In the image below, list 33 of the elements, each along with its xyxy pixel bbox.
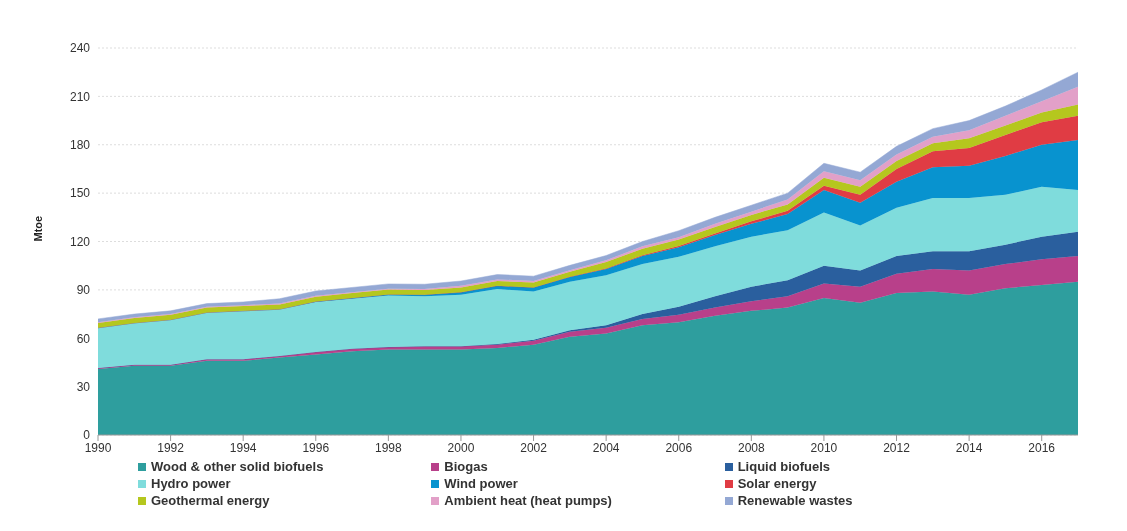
legend-label: Renewable wastes <box>737 493 853 508</box>
legend-label: Hydro power <box>151 476 231 491</box>
x-tick-label: 2012 <box>883 440 911 455</box>
y-tick-label: 210 <box>69 89 91 104</box>
y-tick-label: 0 <box>83 428 91 443</box>
legend-label: Geothermal energy <box>151 493 270 508</box>
y-tick-label: 240 <box>69 41 91 56</box>
legend-label: Liquid biofuels <box>737 459 831 474</box>
x-tick-label: 2008 <box>737 440 765 455</box>
y-axis-title: Mtoe <box>31 215 44 242</box>
x-tick-label: 2000 <box>447 440 475 455</box>
legend-label: Ambient heat (heat pumps) <box>444 493 612 508</box>
x-tick-label: 2002 <box>520 440 548 455</box>
y-tick-label: 90 <box>76 283 91 298</box>
x-tick-label: 2006 <box>665 440 693 455</box>
y-tick-label: 150 <box>69 186 91 201</box>
y-tick-label: 30 <box>76 379 91 394</box>
x-tick-label: 1998 <box>375 440 403 455</box>
x-tick-label: 1994 <box>229 440 257 455</box>
x-tick-label: 2014 <box>955 440 983 455</box>
legend-label: Solar energy <box>737 476 817 491</box>
legend-label: Biogas <box>444 459 488 474</box>
legend-label: Wood & other solid biofuels <box>151 459 324 474</box>
x-tick-label: 2016 <box>1028 440 1056 455</box>
legend-label: Wind power <box>444 476 518 491</box>
y-tick-label: 120 <box>69 234 91 249</box>
y-tick-label: 180 <box>69 138 91 153</box>
x-tick-label: 1996 <box>302 440 330 455</box>
x-tick-label: 1992 <box>157 440 185 455</box>
x-tick-label: 2004 <box>592 440 620 455</box>
x-tick-label: 1990 <box>84 440 112 455</box>
x-tick-label: 2010 <box>810 440 838 455</box>
y-tick-label: 60 <box>76 331 91 346</box>
